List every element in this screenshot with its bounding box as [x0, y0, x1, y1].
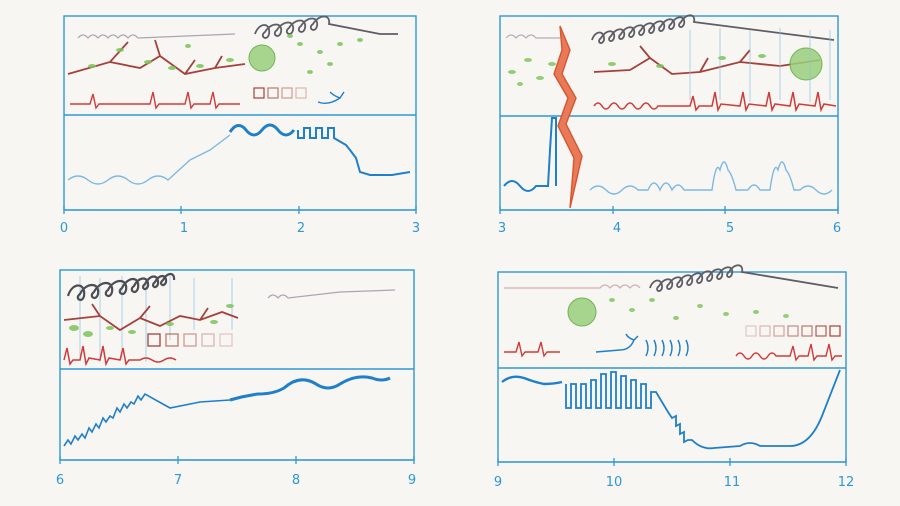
axis-tick-label: 7: [174, 473, 182, 488]
leaf-cluster-icon: [88, 34, 363, 74]
x-axis: [499, 206, 839, 214]
bird-icon: [595, 333, 639, 353]
axis-tick-label: 5: [726, 221, 734, 236]
axis-tick-label: 10: [606, 475, 623, 490]
coil-icon: [267, 289, 396, 299]
leaf-cluster-icon: [69, 304, 234, 337]
axis-tick-label: 4: [613, 221, 621, 236]
axis-tick-label: 9: [494, 475, 502, 490]
rain-lines: [79, 276, 233, 362]
axis-tick-label: 3: [498, 221, 506, 236]
signal-curve: [565, 369, 841, 450]
signal-curve: [228, 123, 296, 137]
axis-tick-label: 9: [408, 473, 416, 488]
rain-lines: [689, 28, 831, 102]
leaf-cluster-icon: [608, 54, 766, 68]
panel-1: 0 1 2 3: [60, 15, 420, 236]
signal-curve: [589, 161, 833, 195]
square-icon: [253, 87, 307, 99]
signal-curve: [229, 375, 391, 402]
x-axis: [497, 458, 847, 466]
coil-icon: [254, 15, 398, 39]
coil-icon: [505, 34, 560, 39]
axis-tick-label: 11: [724, 475, 741, 490]
panel-frame: [497, 271, 847, 463]
axis-tick-label: 1: [180, 221, 188, 236]
leaf-cluster-icon: [508, 58, 556, 86]
axis-tick-label: 8: [292, 473, 300, 488]
leaf-cluster-icon: [248, 44, 276, 72]
lightning-icon: [553, 25, 583, 209]
square-icon: [147, 333, 233, 347]
x-axis: [59, 456, 415, 464]
panel-4: 9 10 11 12: [494, 264, 855, 490]
bird-icon: [317, 91, 345, 105]
heartbeat-icon: [63, 345, 177, 367]
branch-icon: [67, 39, 246, 75]
branch-icon: [593, 45, 821, 75]
axis-tick-label: 0: [60, 221, 68, 236]
panel-frame: [59, 269, 415, 461]
panel-frame: [499, 15, 839, 211]
axis-tick-label: 2: [297, 221, 305, 236]
leaf-cluster-icon: [789, 47, 823, 81]
axis-tick-label: 3: [412, 221, 420, 236]
panel-frame: [63, 15, 417, 211]
heartbeat-icon: [504, 341, 560, 358]
panel-2: 3 4 5 6: [498, 14, 841, 236]
axis-tick-label: 12: [838, 475, 855, 490]
branch-icon: [63, 303, 239, 332]
signal-curve: [503, 117, 557, 192]
leaf-cluster-icon: [609, 298, 789, 320]
heartbeat-icon: [735, 343, 842, 362]
coil-icon: [649, 264, 839, 292]
signal-curve: [63, 392, 231, 447]
x-axis: [63, 206, 417, 214]
signal-curve: [297, 127, 411, 176]
heartbeat-icon: [593, 91, 837, 113]
square-icon: [745, 325, 841, 337]
coil-icon: [77, 33, 236, 39]
heartbeat-icon: [70, 91, 240, 110]
coil-icon: [591, 14, 835, 44]
signal-curve: [501, 375, 563, 386]
coil-icon: [66, 272, 176, 302]
signal-curve: [67, 134, 231, 185]
axis-tick-label: 6: [833, 221, 841, 236]
axis-tick-label: 6: [56, 473, 64, 488]
panel-3: 6 7 8 9: [56, 269, 416, 488]
sound-wave-icon: [645, 339, 689, 357]
coil-icon: [504, 284, 641, 289]
leaf-cluster-icon: [567, 297, 597, 327]
